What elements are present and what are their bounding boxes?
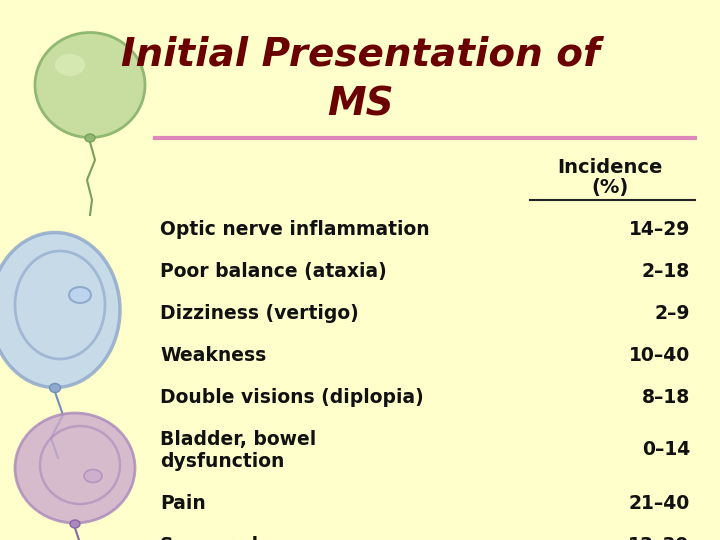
- Text: Weakness: Weakness: [160, 346, 266, 365]
- Ellipse shape: [85, 134, 95, 142]
- Text: 10–40: 10–40: [629, 346, 690, 365]
- Text: Sensory loss: Sensory loss: [160, 536, 293, 540]
- Text: 2–18: 2–18: [642, 262, 690, 281]
- Text: Double visions (diplopia): Double visions (diplopia): [160, 388, 424, 407]
- Ellipse shape: [55, 54, 85, 76]
- Text: 0–14: 0–14: [642, 440, 690, 459]
- Text: Bladder, bowel: Bladder, bowel: [160, 430, 316, 449]
- Ellipse shape: [35, 32, 145, 138]
- Text: Optic nerve inflammation: Optic nerve inflammation: [160, 220, 430, 239]
- Text: (%): (%): [591, 178, 629, 197]
- Ellipse shape: [69, 287, 91, 303]
- Text: Initial Presentation of: Initial Presentation of: [120, 36, 600, 74]
- Ellipse shape: [70, 520, 80, 528]
- Ellipse shape: [84, 469, 102, 483]
- Text: Incidence: Incidence: [557, 158, 662, 177]
- Text: 14–29: 14–29: [629, 220, 690, 239]
- Text: Dizziness (vertigo): Dizziness (vertigo): [160, 304, 359, 323]
- Text: Pain: Pain: [160, 494, 206, 513]
- Ellipse shape: [15, 413, 135, 523]
- Text: 21–40: 21–40: [629, 494, 690, 513]
- Text: 8–18: 8–18: [642, 388, 690, 407]
- Text: 2–9: 2–9: [654, 304, 690, 323]
- Text: dysfunction: dysfunction: [160, 452, 284, 471]
- Text: MS: MS: [327, 86, 393, 124]
- Ellipse shape: [50, 383, 60, 393]
- Text: Poor balance (ataxia): Poor balance (ataxia): [160, 262, 387, 281]
- Ellipse shape: [0, 233, 120, 388]
- Text: 13–39: 13–39: [629, 536, 690, 540]
